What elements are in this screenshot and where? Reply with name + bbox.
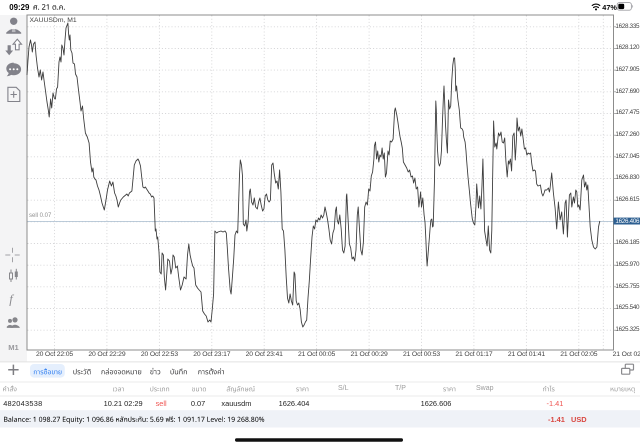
svg-text:M1: M1 [8,343,19,352]
svg-text:f: f [9,293,14,307]
